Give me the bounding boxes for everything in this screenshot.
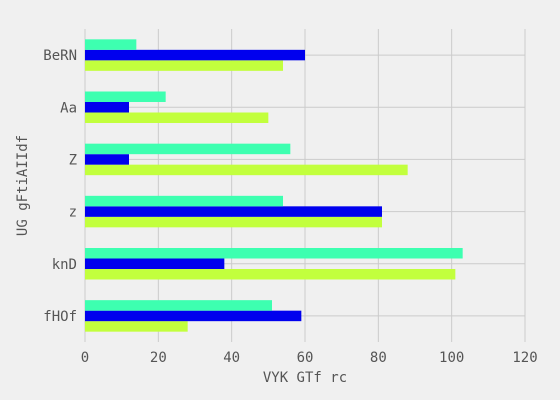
bar-series-1-Aa — [85, 112, 269, 123]
grid-lines — [84, 29, 526, 342]
y-tick-label: z — [69, 205, 77, 221]
x-axis-label: VYK GTf rc — [263, 370, 347, 386]
bar-series-2-BeRN — [85, 49, 305, 61]
y-tick-label: knD — [52, 257, 77, 273]
bar-series-2-fHOf — [85, 310, 302, 322]
bar-series-3-fHOf — [85, 300, 272, 311]
bar-series-3-Z — [85, 143, 291, 155]
bar-series-2-knD — [85, 258, 225, 269]
x-tick-label: 60 — [297, 350, 314, 366]
x-tick-label: 100 — [439, 350, 464, 366]
y-tick-label: Z — [69, 152, 77, 168]
bar-series-1-Z — [85, 164, 408, 176]
x-tick-label: 0 — [81, 350, 89, 366]
x-tick-label: 120 — [512, 350, 537, 366]
y-axis-label: UG gFtiAIIdf — [15, 135, 31, 236]
tick-labels: 0 20 40 60 80 100 120 fHOf knD z Z Aa BeRN — [43, 48, 537, 366]
y-tick-label: Aa — [60, 100, 77, 116]
bar-series-1-BeRN — [85, 60, 283, 71]
x-tick-label: 40 — [223, 350, 240, 366]
bar-series-2-Z — [85, 154, 129, 165]
bar-series-2-z — [85, 206, 382, 217]
y-tick-label: fHOf — [43, 309, 77, 325]
y-tick-label: BeRN — [43, 48, 77, 64]
bar-series-3-z — [85, 195, 283, 207]
bar-series-1-knD — [85, 269, 456, 280]
bar-series-3-Aa — [85, 91, 166, 102]
bar-series-2-Aa — [85, 102, 129, 113]
bar-series-1-z — [85, 216, 382, 228]
bars — [85, 39, 463, 332]
x-tick-label: 80 — [370, 350, 387, 366]
bar-series-1-fHOf — [85, 321, 188, 332]
bar-series-3-BeRN — [85, 39, 137, 50]
x-tick-label: 20 — [150, 350, 167, 366]
bar-series-3-knD — [85, 248, 463, 259]
